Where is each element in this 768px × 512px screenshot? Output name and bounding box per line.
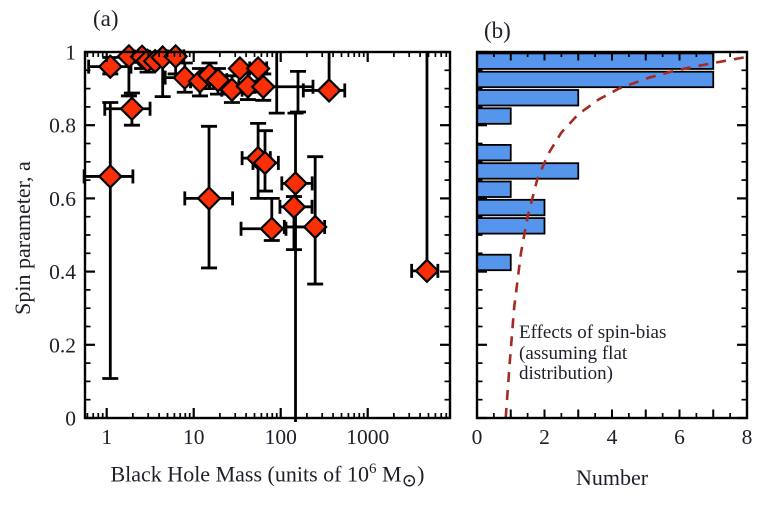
mass-label-pre: Black Hole Mass (units of 10: [110, 461, 369, 487]
annotation-line-1: Effects of spin-bias: [519, 322, 667, 343]
x-tick-label: 10: [183, 425, 205, 449]
mass-label-post: ): [417, 461, 425, 487]
sun-symbol: ⊙: [401, 470, 418, 492]
tick-labels: 1 0.8 0.6 0.4 0.2 0 1 10 100 1000 0 2 4 6 8: [49, 41, 752, 450]
scatter-point: [119, 96, 145, 122]
hist-bar: [476, 162, 580, 180]
scatter-point: [414, 258, 440, 284]
y-tick-label: 0.8: [49, 114, 76, 138]
hist-bar: [476, 107, 512, 125]
x-tick-label: 6: [674, 425, 685, 449]
scatter-point: [281, 194, 307, 220]
y-axis-title-text: Spin parameter, a: [10, 161, 35, 315]
spin-bias-curve: [504, 55, 747, 418]
scatter-point: [250, 74, 276, 100]
hist-bar: [476, 253, 512, 272]
scatter-point: [245, 55, 271, 82]
x-tick-label: 1000: [346, 425, 389, 449]
scatter-point: [252, 150, 278, 176]
spin-bias-annotation: Effects of spin-bias (assuming flat dist…: [519, 322, 667, 385]
annotation-line-2: (assuming flat: [519, 342, 628, 364]
x-tick-label: 100: [265, 425, 297, 449]
scatter-point: [282, 170, 309, 196]
scatter-points: [97, 43, 440, 284]
annotation-line-3: distribution): [519, 363, 613, 384]
mass-label-mid: M: [376, 461, 402, 487]
histogram-bars: [476, 52, 715, 272]
scatter-point: [97, 163, 123, 189]
scatter-point: [196, 185, 222, 211]
hist-bar: [476, 180, 512, 198]
hist-bar: [476, 198, 546, 217]
x-tick-label: 0: [472, 425, 483, 449]
scatter-point: [227, 55, 253, 82]
scatter-point: [259, 216, 285, 242]
hist-bar: [476, 217, 546, 235]
scatter-point: [316, 77, 342, 103]
hist-bar: [476, 70, 715, 89]
y-tick-label: 0.4: [49, 260, 76, 284]
x-tick-label: 4: [607, 425, 618, 449]
scatter-point: [97, 54, 123, 80]
y-tick-label: 1: [65, 41, 76, 65]
y-tick-label: 0: [65, 407, 76, 431]
y-tick-label: 0.2: [49, 333, 76, 357]
scatter-point: [302, 214, 328, 240]
hist-bar: [476, 143, 512, 162]
y-tick-label: 0.6: [49, 187, 76, 211]
mass-label-exponent: 6: [368, 461, 377, 477]
hist-bar: [476, 89, 580, 107]
panel-a-label: (a): [93, 6, 119, 31]
panel-b-label: (b): [484, 18, 511, 43]
x-axis-title-mass: Black Hole Mass (units of 106 M⊙): [85, 461, 450, 493]
x-tick-label: 1: [101, 425, 112, 449]
x-axis-title-number: Number: [575, 465, 649, 490]
x-tick-label: 8: [742, 425, 753, 449]
x-tick-label: 2: [539, 425, 550, 449]
y-axis-title: Spin parameter, a: [10, 142, 36, 334]
axes: [83, 50, 749, 420]
